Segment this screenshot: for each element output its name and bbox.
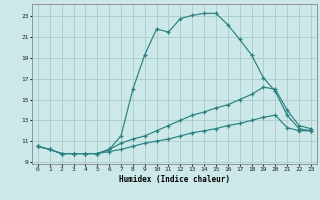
- X-axis label: Humidex (Indice chaleur): Humidex (Indice chaleur): [119, 175, 230, 184]
